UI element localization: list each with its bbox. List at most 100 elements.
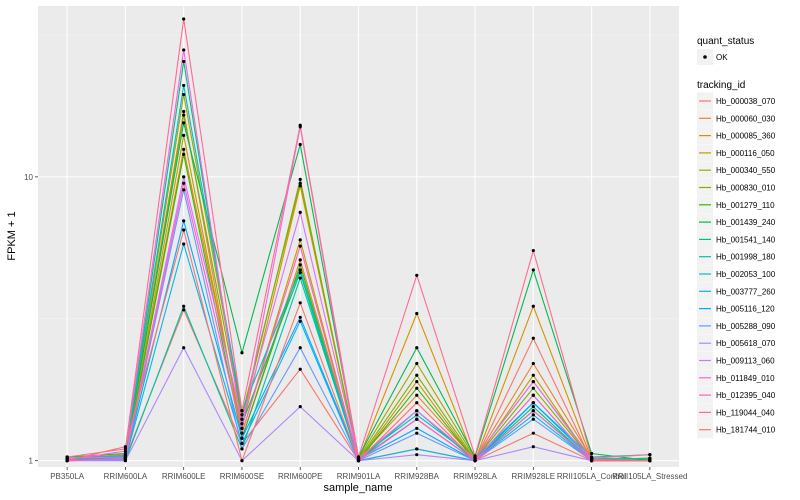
data-point xyxy=(298,244,302,248)
x-tick-label: RRII105LA_Stressed xyxy=(612,472,687,481)
data-point xyxy=(589,451,594,456)
y-tick-label: 1 xyxy=(29,457,34,466)
data-point xyxy=(415,361,419,366)
data-point xyxy=(648,459,652,463)
data-point xyxy=(298,238,302,242)
data-point xyxy=(648,456,652,460)
data-point xyxy=(123,451,128,456)
data-point xyxy=(182,152,186,156)
data-point xyxy=(240,447,244,451)
data-point xyxy=(182,242,186,246)
data-point xyxy=(298,184,302,188)
legend-label: Hb_005288_090 xyxy=(716,322,776,331)
data-point xyxy=(531,304,535,308)
x-tick-label: PB350LA xyxy=(50,472,84,481)
data-point xyxy=(240,441,244,446)
data-point xyxy=(182,48,186,52)
legend-label: Hb_011849_010 xyxy=(716,374,775,383)
data-point xyxy=(182,188,186,192)
legend-label: Hb_001439_240 xyxy=(716,218,776,227)
data-point xyxy=(531,445,535,449)
data-point xyxy=(415,373,419,377)
data-point xyxy=(473,456,477,460)
data-point xyxy=(182,83,186,88)
data-point xyxy=(182,133,186,137)
legend-title-tracking-id: tracking_id xyxy=(697,80,745,91)
data-point xyxy=(240,426,244,430)
data-point xyxy=(298,405,302,409)
data-point xyxy=(531,431,535,435)
data-point xyxy=(415,417,419,421)
legend-label: Hb_000340_550 xyxy=(716,166,776,175)
data-point xyxy=(531,417,535,421)
data-point xyxy=(415,409,419,413)
legend-label: Hb_000060_030 xyxy=(716,114,776,123)
x-tick-label: RRIM600PE xyxy=(278,472,322,481)
data-point xyxy=(182,228,186,232)
x-tick-label: RRII105LA_Control xyxy=(557,472,627,481)
data-point xyxy=(240,436,244,440)
x-tick-label: RRIM928LA xyxy=(453,472,497,481)
data-point xyxy=(123,459,128,463)
legend-label: Hb_003777_260 xyxy=(716,287,776,296)
legend-label: Hb_001279_110 xyxy=(716,201,775,210)
data-point xyxy=(298,258,302,262)
data-point xyxy=(531,379,535,384)
data-point xyxy=(182,121,186,125)
legend-label: Hb_000085_360 xyxy=(716,132,776,141)
x-tick-label: RRIM600LE xyxy=(162,472,206,481)
data-point xyxy=(182,59,186,64)
data-point xyxy=(531,401,535,405)
data-point xyxy=(65,459,69,463)
data-point xyxy=(415,447,419,451)
data-point xyxy=(473,454,477,458)
legend-label: Hb_002053_100 xyxy=(716,270,776,279)
legend-title-quant-status: quant_status xyxy=(697,36,754,47)
data-point xyxy=(123,449,128,453)
data-point xyxy=(65,455,69,459)
y-axis-title: FPKM + 1 xyxy=(6,211,18,260)
data-point xyxy=(298,301,302,305)
data-point xyxy=(240,409,244,413)
legend-label: Hb_000038_070 xyxy=(716,97,776,106)
data-point xyxy=(298,346,302,350)
data-point xyxy=(531,361,535,366)
data-point xyxy=(531,413,535,417)
legend-key-point xyxy=(703,55,707,59)
data-point xyxy=(240,422,244,426)
data-point xyxy=(589,456,594,460)
data-point xyxy=(298,142,302,147)
data-point xyxy=(240,413,244,417)
data-point xyxy=(298,276,302,280)
data-point xyxy=(298,319,302,323)
data-point xyxy=(589,459,594,463)
data-point xyxy=(182,304,186,308)
data-point xyxy=(415,379,419,384)
data-point xyxy=(415,393,419,397)
data-point xyxy=(298,315,302,319)
data-point xyxy=(240,417,244,421)
data-point xyxy=(531,336,535,340)
data-point xyxy=(415,431,419,435)
data-point xyxy=(123,456,128,460)
data-point xyxy=(648,453,652,457)
legend-label: Hb_181744_010 xyxy=(716,426,776,435)
data-point xyxy=(182,219,186,223)
y-axis: 1 10 xyxy=(24,173,38,466)
data-point xyxy=(182,181,186,185)
x-tick-label: RRIM901LA xyxy=(337,472,381,481)
x-tick-label: RRIM600LA xyxy=(104,472,148,481)
legend-label: Hb_005618_070 xyxy=(716,339,776,348)
data-point xyxy=(531,373,535,377)
data-point xyxy=(182,113,186,117)
x-tick-label: RRIM600SE xyxy=(220,472,264,481)
data-point xyxy=(298,210,302,214)
data-point xyxy=(298,177,302,181)
data-point xyxy=(182,92,186,97)
data-point xyxy=(531,409,535,413)
data-point xyxy=(240,431,244,435)
data-point xyxy=(415,401,419,405)
data-point xyxy=(415,273,419,277)
data-point xyxy=(182,147,186,151)
